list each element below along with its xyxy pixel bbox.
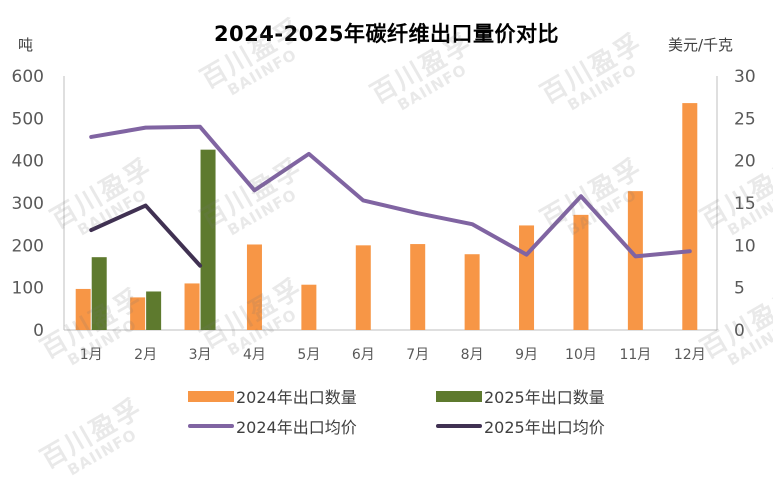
- legend-label-2025-price: 2025年出口均价: [484, 418, 605, 437]
- legend-label-2025-volume: 2025年出口数量: [484, 388, 605, 407]
- legend-swatch-2025-volume: [436, 390, 482, 402]
- y-right-tick-label: 30: [734, 67, 756, 87]
- y-left-tick-label: 400: [12, 152, 44, 172]
- legend-label-2024-price: 2024年出口均价: [236, 418, 357, 437]
- legend-swatch-2024-volume: [188, 390, 234, 402]
- bar-2024: [573, 214, 589, 330]
- chart: 2024-2025年碳纤维出口量价对比 吨 美元/千克 0 100 200 300 40…: [12, 13, 773, 479]
- bar-2024: [355, 245, 371, 330]
- y-left-tick-label: 300: [12, 194, 44, 214]
- legend-swatch-2024-price: [188, 424, 234, 428]
- right-axis-unit: 美元/千克: [668, 36, 734, 54]
- y-right-tick-label: 15: [734, 194, 756, 214]
- x-tick-label: 3月: [189, 347, 212, 363]
- x-tick-label: 10月: [565, 347, 597, 363]
- x-tick-label: 4月: [243, 347, 266, 363]
- legend-swatch-2025-price: [436, 424, 482, 428]
- bar-2024: [184, 283, 200, 330]
- x-tick-label: 9月: [515, 347, 538, 363]
- legend-item-2025-volume: 2025年出口数量: [436, 384, 605, 408]
- x-tick-label: 5月: [297, 347, 320, 363]
- legend-label-2024-volume: 2024年出口数量: [236, 388, 357, 407]
- y-right-tick-label: 25: [734, 109, 756, 129]
- y-left-tick-label: 600: [12, 67, 44, 87]
- x-tick-label: 1月: [80, 347, 103, 363]
- y-left-tick-label: 0: [33, 321, 44, 341]
- left-axis-unit: 吨: [18, 36, 34, 54]
- legend-item-2025-price: 2025年出口均价: [436, 414, 605, 438]
- bar-2024: [464, 254, 480, 330]
- line-2024-price: [89, 124, 692, 259]
- bar-2025: [200, 149, 216, 330]
- bar-2024: [246, 244, 262, 330]
- y-left-tick-label: 100: [12, 279, 44, 299]
- bar-2024: [519, 225, 535, 330]
- bar-2024: [627, 191, 643, 330]
- x-tick-label: 2月: [134, 347, 157, 363]
- plot-area: 0 100 200 300 400 500 600 0 5 10 15 20 25 30 1月 2月 3月 4月 5…: [12, 67, 756, 363]
- x-tick-label: 6月: [352, 347, 375, 363]
- y-right-tick-label: 20: [734, 152, 756, 172]
- y-right-tick-label: 0: [734, 321, 745, 341]
- bar-2024: [301, 284, 317, 330]
- x-tick-label: 8月: [461, 347, 484, 363]
- line-2025-price: [89, 203, 203, 268]
- bar-2024: [130, 297, 146, 330]
- legend-item-2024-price: 2024年出口均价: [188, 414, 357, 438]
- y-right-tick-label: 10: [734, 236, 756, 256]
- y-right-tick-label: 5: [734, 279, 745, 299]
- x-tick-label: 12月: [674, 347, 706, 363]
- bar-2024: [75, 288, 91, 330]
- x-tick-label: 7月: [406, 347, 429, 363]
- y-left-tick-label: 200: [12, 236, 44, 256]
- bar-2024: [410, 244, 426, 330]
- bar-2025: [91, 257, 107, 330]
- y-left-tick-label: 500: [12, 109, 44, 129]
- bar-2025: [146, 291, 162, 330]
- x-tick-label: 11月: [619, 347, 651, 363]
- legend-item-2024-volume: 2024年出口数量: [188, 384, 357, 408]
- chart-title: 2024-2025年碳纤维出口量价对比: [213, 22, 560, 46]
- bar-2024: [682, 103, 698, 331]
